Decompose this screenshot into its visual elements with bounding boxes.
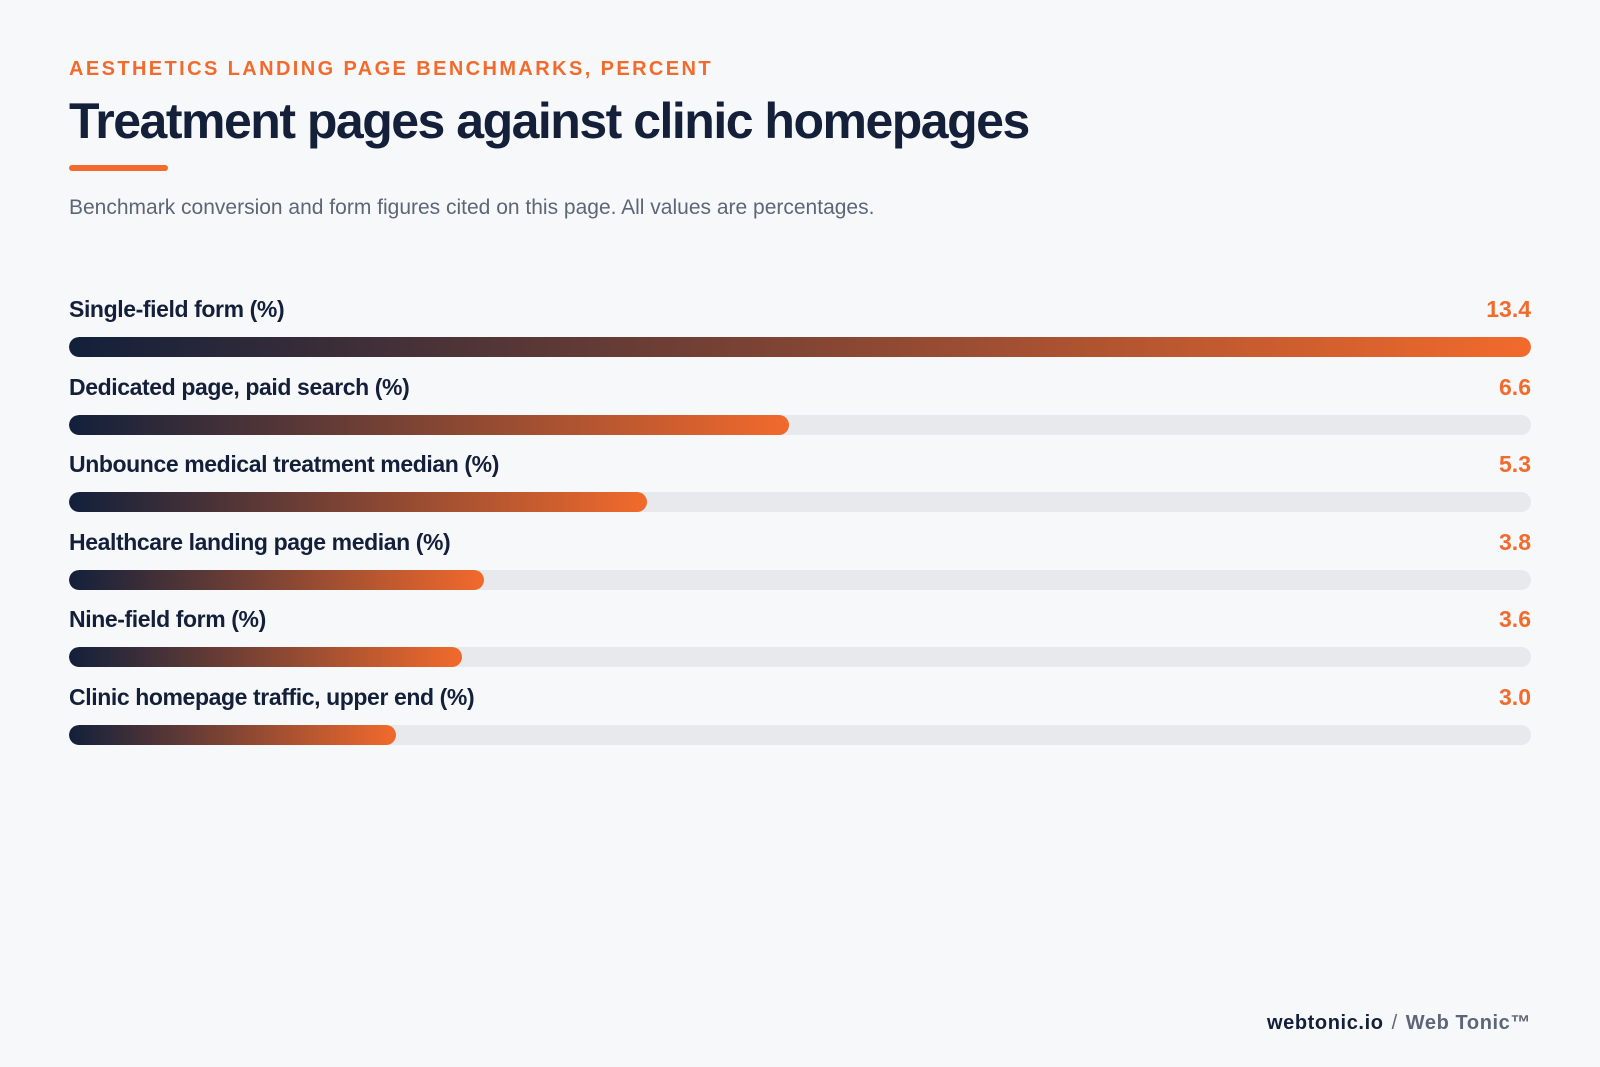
footer-brand: Web Tonic™: [1405, 1012, 1531, 1034]
bar-track: [69, 569, 1531, 590]
eyebrow-label: AESTHETICS LANDING PAGE BENCHMARKS, PERC…: [69, 58, 713, 80]
bar-row: Nine-field form (%) 3.6: [69, 606, 1531, 684]
bar-value-label: 13.4: [1486, 296, 1531, 322]
chart-subtitle: Benchmark conversion and form figures ci…: [69, 196, 875, 219]
bar-row: Unbounce medical treatment median (%) 5.3: [69, 451, 1531, 529]
bar-row: Healthcare landing page median (%) 3.8: [69, 529, 1531, 607]
bar-track: [69, 647, 1531, 667]
bar: [69, 414, 790, 435]
bar: [69, 337, 1531, 357]
bar: [69, 647, 462, 667]
bar: [69, 724, 397, 745]
bar-track: [69, 724, 1531, 745]
footer-credit: webtonic.io / Web Tonic™: [1267, 1012, 1531, 1035]
bar-label: Nine-field form (%): [69, 606, 266, 632]
bar-row: Single-field form (%) 13.4: [69, 296, 1531, 374]
bar-label: Unbounce medical treatment median (%): [69, 451, 499, 477]
footer-site: webtonic.io: [1266, 1012, 1384, 1034]
bar-track: [69, 492, 1531, 512]
bar-label: Single-field form (%): [69, 296, 285, 322]
chart-title: Treatment pages against clinic homepages: [69, 93, 1030, 149]
bar-value-label: 6.6: [1499, 373, 1531, 400]
footer-separator: /: [1391, 1012, 1398, 1034]
bar-row: Dedicated page, paid search (%) 6.6: [69, 374, 1531, 452]
bar-track: [69, 414, 1531, 435]
bar-label: Healthcare landing page median (%): [69, 528, 451, 555]
bar: [69, 569, 484, 590]
bar-track: [69, 337, 1531, 357]
bar-chart: Single-field form (%) 13.4 Dedicated page,…: [69, 296, 1531, 761]
bar-value-label: 5.3: [1499, 451, 1531, 477]
title-accent-rule: [69, 165, 168, 171]
bar-label: Clinic homepage traffic, upper end (%): [69, 683, 475, 710]
bar-row: Clinic homepage traffic, upper end (%) 3.…: [69, 684, 1531, 762]
bar-label: Dedicated page, paid search (%): [69, 373, 410, 400]
bar-value-label: 3.0: [1499, 683, 1531, 710]
bar-value-label: 3.8: [1499, 528, 1531, 555]
bar-value-label: 3.6: [1499, 606, 1531, 632]
bar: [69, 492, 648, 512]
